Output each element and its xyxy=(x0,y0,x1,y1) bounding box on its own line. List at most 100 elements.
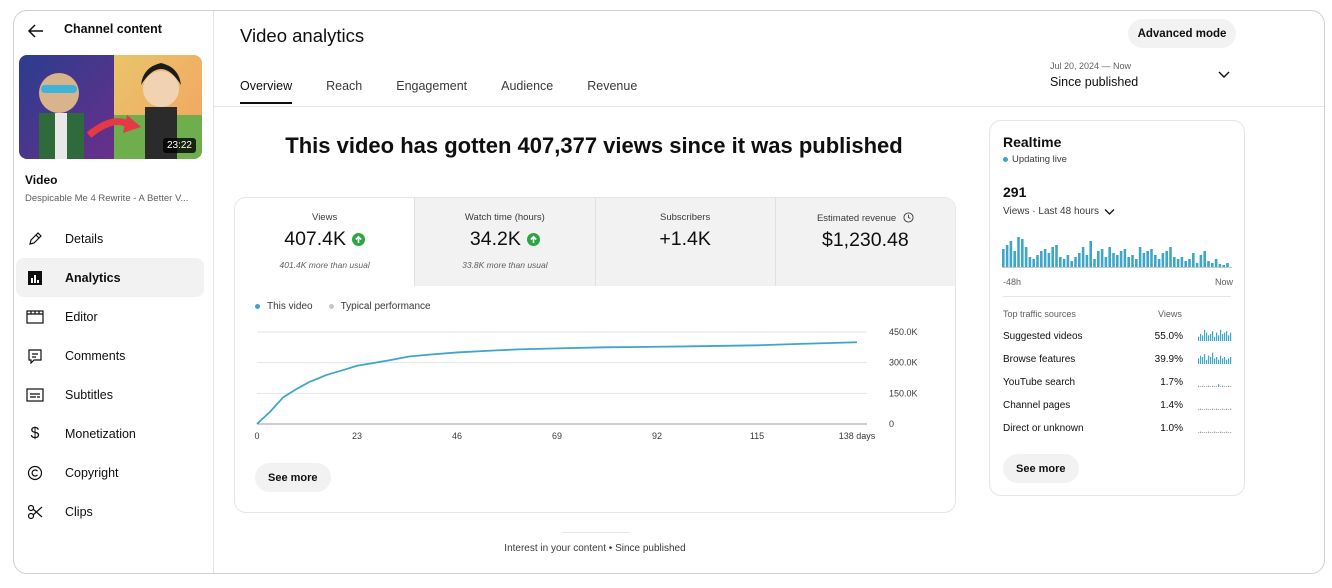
sidebar-item-editor[interactable]: Editor xyxy=(16,297,204,336)
advanced-mode-button[interactable]: Advanced mode xyxy=(1128,19,1236,48)
live-indicator: Updating live xyxy=(1003,154,1067,165)
traffic-sparkline xyxy=(1198,329,1232,341)
realtime-bar xyxy=(1203,251,1206,267)
sparkline-bar xyxy=(1208,431,1210,433)
metric-watch-time[interactable]: Watch time (hours) 34.2K 33.8K more than… xyxy=(414,198,595,286)
sparkline-bar xyxy=(1204,409,1206,410)
metric-label: Watch time (hours) xyxy=(464,212,545,223)
sparkline-bar xyxy=(1202,432,1204,433)
sparkline-bar xyxy=(1230,332,1232,341)
metric-views[interactable]: Views 407.4K 401.4K more than usual xyxy=(235,198,415,286)
traffic-sparkline xyxy=(1198,431,1232,433)
sparkline-bar xyxy=(1222,408,1224,410)
tab-overview[interactable]: Overview xyxy=(240,79,293,104)
sidebar-item-label: Monetization xyxy=(65,426,136,441)
metric-subscribers[interactable]: Subscribers +1.4K xyxy=(594,198,775,286)
sparkline-bar xyxy=(1204,354,1206,364)
sidebar-item-label: Clips xyxy=(65,504,93,519)
sidebar-item-subtitles[interactable]: Subtitles xyxy=(16,375,204,414)
tab-engagement[interactable]: Engagement xyxy=(396,79,468,93)
tab-reach[interactable]: Reach xyxy=(326,79,363,93)
sidebar-item-copyright[interactable]: Copyright xyxy=(16,453,204,492)
sidebar-item-comments[interactable]: Comments xyxy=(16,336,204,375)
sparkline-bar xyxy=(1212,352,1214,364)
realtime-bar xyxy=(1062,259,1066,267)
sparkline-bar xyxy=(1214,358,1216,364)
sparkline-bar xyxy=(1200,408,1202,410)
sparkline-bar xyxy=(1222,432,1224,433)
metric-comparison: 401.4K more than usual xyxy=(279,260,370,270)
date-range-selector[interactable]: Jul 20, 2024 — Now Since published xyxy=(1050,61,1240,89)
video-thumbnail[interactable]: 23:22 xyxy=(19,55,202,159)
realtime-bar xyxy=(1017,237,1020,267)
traffic-source-row[interactable]: Suggested videos 55.0% xyxy=(1003,327,1233,347)
app-window: Channel content xyxy=(13,10,1325,574)
sparkline-bar xyxy=(1210,334,1212,341)
realtime-bar xyxy=(1138,247,1142,267)
sidebar-item-details[interactable]: Details xyxy=(16,219,204,258)
sparkline-bar xyxy=(1200,355,1202,364)
metric-value-row: 407.4K xyxy=(235,228,414,251)
traffic-source-row[interactable]: Direct or unknown 1.0% xyxy=(1003,419,1233,439)
sparkline-bar xyxy=(1200,431,1202,433)
sparkline-bar xyxy=(1228,335,1230,341)
legend-typical-performance: Typical performance xyxy=(328,301,431,312)
traffic-sources-header: Top traffic sources Views xyxy=(1003,309,1233,319)
realtime-bar xyxy=(1211,263,1214,267)
metric-estimated-revenue[interactable]: Estimated revenue $1,230.48 xyxy=(774,198,955,286)
traffic-source-row[interactable]: Channel pages 1.4% xyxy=(1003,396,1233,416)
realtime-bar xyxy=(1009,241,1013,267)
channel-content-link[interactable]: Channel content xyxy=(64,22,162,36)
traffic-source-row[interactable]: YouTube search 1.7% xyxy=(1003,373,1233,393)
sparkline-bar xyxy=(1218,335,1220,341)
sparkline-bar xyxy=(1202,409,1204,410)
realtime-count: 291 xyxy=(1003,184,1027,200)
sparkline-bar xyxy=(1202,385,1204,387)
sparkline-bar xyxy=(1212,331,1214,341)
realtime-bar xyxy=(1085,255,1089,267)
realtime-bar xyxy=(1207,261,1210,267)
metric-value-row: +1.4K xyxy=(596,228,775,251)
realtime-bar-chart xyxy=(1002,237,1232,268)
sparkline-bar xyxy=(1216,357,1218,364)
sparkline-bar xyxy=(1198,336,1200,341)
trend-up-icon xyxy=(526,233,540,246)
sparkline-bar xyxy=(1202,335,1204,341)
sparkline-bar xyxy=(1230,408,1232,410)
sidebar-item-monetization[interactable]: $ Monetization xyxy=(16,414,204,453)
metric-label: Estimated revenue xyxy=(816,213,897,224)
axis-start: -48h xyxy=(1003,277,1022,287)
see-more-button[interactable]: See more xyxy=(255,463,331,492)
realtime-bar xyxy=(1100,249,1104,267)
main-content: Video analytics Advanced mode Overview R… xyxy=(214,11,1324,573)
realtime-bar xyxy=(1002,249,1005,267)
realtime-title: Realtime xyxy=(1003,134,1062,150)
sparkline-bar xyxy=(1218,432,1220,433)
realtime-bar xyxy=(1032,259,1035,267)
realtime-bar xyxy=(1173,257,1176,267)
sparkline-bar xyxy=(1220,329,1222,341)
realtime-card: Realtime Updating live 291 Views · Last … xyxy=(989,120,1245,496)
sparkline-bar xyxy=(1214,431,1216,433)
traffic-sparkline xyxy=(1198,352,1232,364)
sidebar-item-label: Analytics xyxy=(65,270,121,285)
metric-label: Views xyxy=(312,212,338,223)
realtime-bar xyxy=(1040,251,1043,267)
series-line-this-video xyxy=(256,341,858,425)
sidebar-item-clips[interactable]: Clips xyxy=(16,492,204,531)
realtime-bar xyxy=(1150,249,1153,267)
sidebar-item-analytics[interactable]: Analytics xyxy=(16,258,204,297)
realtime-range-dropdown[interactable]: Views · Last 48 hours xyxy=(1003,206,1115,217)
sparkline-bar xyxy=(1224,432,1226,433)
back-button[interactable] xyxy=(26,21,46,41)
sparkline-bar xyxy=(1200,334,1202,341)
realtime-see-more-button[interactable]: See more xyxy=(1003,454,1079,483)
realtime-bar xyxy=(1089,241,1092,267)
tab-audience[interactable]: Audience xyxy=(501,79,554,93)
sparkline-bar xyxy=(1208,385,1210,387)
tab-revenue[interactable]: Revenue xyxy=(587,79,638,93)
arrow-left-icon[interactable] xyxy=(26,21,46,41)
clock-icon[interactable] xyxy=(903,212,914,223)
sparkline-bar xyxy=(1206,386,1208,387)
traffic-source-row[interactable]: Browse features 39.9% xyxy=(1003,350,1233,370)
